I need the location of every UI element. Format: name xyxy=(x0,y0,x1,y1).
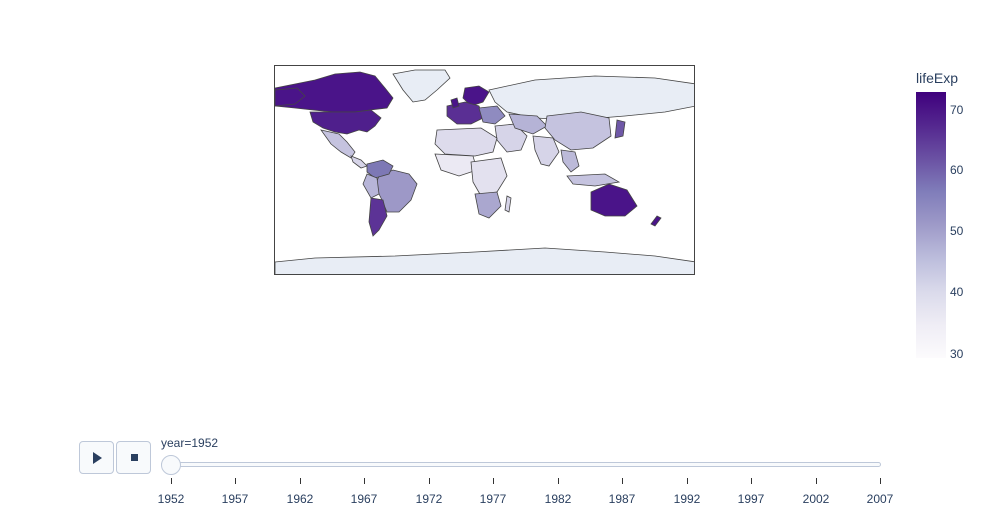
slider-tick-mark xyxy=(622,478,623,484)
slider-tick-mark xyxy=(558,478,559,484)
slider-tick-mark xyxy=(364,478,365,484)
colorbar-tick: 50 xyxy=(950,224,964,238)
country-alaska[interactable] xyxy=(275,87,306,107)
country-eastern-europe[interactable] xyxy=(478,105,506,125)
country-central-america[interactable] xyxy=(350,155,368,169)
slider-tick-label[interactable]: 1997 xyxy=(737,492,765,506)
slider-tick-label[interactable]: 1987 xyxy=(608,492,636,506)
country-north-sa[interactable] xyxy=(366,159,394,179)
colorbar-tick: 30 xyxy=(950,347,964,361)
country-north-africa[interactable] xyxy=(434,127,498,157)
country-western-europe[interactable] xyxy=(446,101,484,125)
slider-tick-label[interactable]: 1962 xyxy=(286,492,314,506)
slider-tick-label[interactable]: 1952 xyxy=(157,492,185,506)
country-southern-africa[interactable] xyxy=(474,191,502,219)
country-russia[interactable] xyxy=(488,75,695,121)
country-canada[interactable] xyxy=(275,71,394,113)
slider-tick-mark xyxy=(493,478,494,484)
slider-tick-label[interactable]: 1967 xyxy=(350,492,378,506)
country-west-africa[interactable] xyxy=(434,153,478,177)
play-button[interactable] xyxy=(79,441,114,474)
slider-tick-label[interactable]: 2007 xyxy=(866,492,894,506)
colorbar xyxy=(916,92,946,358)
colorbar-tick: 70 xyxy=(950,103,964,117)
slider-tick-mark xyxy=(816,478,817,484)
slider-tick-mark xyxy=(687,478,688,484)
slider-tick-label[interactable]: 1982 xyxy=(544,492,572,506)
slider-tick-label[interactable]: 1957 xyxy=(221,492,249,506)
country-madagascar[interactable] xyxy=(504,195,512,213)
year-slider-handle[interactable] xyxy=(161,455,181,475)
country-india[interactable] xyxy=(532,135,560,167)
country-australia[interactable] xyxy=(590,183,638,217)
choropleth-map[interactable] xyxy=(275,66,695,275)
slider-tick-mark xyxy=(880,478,881,484)
country-scandinavia[interactable] xyxy=(462,85,490,107)
country-uk[interactable] xyxy=(450,97,460,109)
country-usa[interactable] xyxy=(309,109,382,135)
country-central-asia[interactable] xyxy=(508,113,548,135)
slider-tick-mark xyxy=(235,478,236,484)
country-new-zealand[interactable] xyxy=(650,215,662,227)
slider-tick-mark xyxy=(429,478,430,484)
country-southeast-asia[interactable] xyxy=(560,149,580,173)
year-slider-rail[interactable] xyxy=(161,462,881,467)
world-map[interactable] xyxy=(274,65,695,275)
colorbar-tick: 40 xyxy=(950,285,964,299)
stop-button[interactable] xyxy=(116,441,151,474)
country-antarctica[interactable] xyxy=(275,247,695,275)
slider-current-value: year=1952 xyxy=(161,436,219,450)
colorbar-title: lifeExp xyxy=(916,70,959,86)
country-mexico[interactable] xyxy=(320,129,356,159)
colorbar-tick: 60 xyxy=(950,163,964,177)
country-greenland[interactable] xyxy=(392,69,451,103)
country-indonesia[interactable] xyxy=(566,173,621,187)
country-china[interactable] xyxy=(544,111,612,151)
slider-tick-label[interactable]: 1992 xyxy=(673,492,701,506)
slider-tick-label[interactable]: 2002 xyxy=(802,492,830,506)
country-argentina[interactable] xyxy=(368,197,388,237)
stop-icon xyxy=(131,454,138,461)
slider-tick-label[interactable]: 1972 xyxy=(415,492,443,506)
slider-tick-mark xyxy=(300,478,301,484)
country-peru-bolivia[interactable] xyxy=(362,173,380,199)
country-japan[interactable] xyxy=(614,119,626,139)
slider-tick-mark xyxy=(751,478,752,484)
play-icon xyxy=(93,452,102,464)
slider-tick-label[interactable]: 1977 xyxy=(479,492,507,506)
slider-tick-mark xyxy=(171,478,172,484)
country-central-africa[interactable] xyxy=(470,157,508,197)
